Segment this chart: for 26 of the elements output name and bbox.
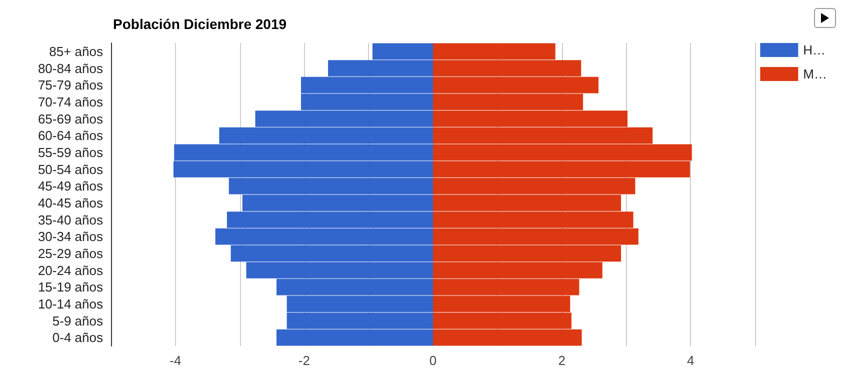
y-tick-label: 70-74 años xyxy=(38,94,104,110)
y-tick-label: 0-4 años xyxy=(52,330,104,346)
legend-label: H… xyxy=(803,42,826,58)
y-tick-label: 5-9 años xyxy=(52,313,104,328)
y-tick-label: 25-29 años xyxy=(38,246,104,261)
chart-title: Población Diciembre 2019 xyxy=(113,16,287,32)
y-tick-label: 80-84 años xyxy=(38,60,104,76)
y-tick-label: 65-69 años xyxy=(38,111,104,126)
x-tick-label: -2 xyxy=(298,353,310,368)
x-tick-label: 0 xyxy=(429,353,437,368)
legend-label: M… xyxy=(803,66,828,82)
y-tick-label: 60-64 años xyxy=(38,128,104,144)
x-tick-label: -4 xyxy=(170,353,182,368)
x-tick-label: 2 xyxy=(558,353,566,368)
y-tick-label: 10-14 años xyxy=(38,296,104,312)
y-tick-label: 20-24 años xyxy=(38,262,104,278)
y-tick-label: 75-79 años xyxy=(38,78,104,93)
x-tick-label: 4 xyxy=(686,353,694,368)
y-tick-label: 40-45 años xyxy=(38,195,104,210)
y-tick-label: 45-49 años xyxy=(38,178,104,194)
y-tick-label: 55-59 años xyxy=(38,144,104,160)
y-tick-label: 85+ años xyxy=(49,44,104,59)
y-tick-label: 50-54 años xyxy=(38,162,104,177)
y-tick-label: 30-34 años xyxy=(38,229,104,244)
y-tick-label: 35-40 años xyxy=(38,212,104,228)
y-tick-label: 15-19 años xyxy=(38,280,104,295)
